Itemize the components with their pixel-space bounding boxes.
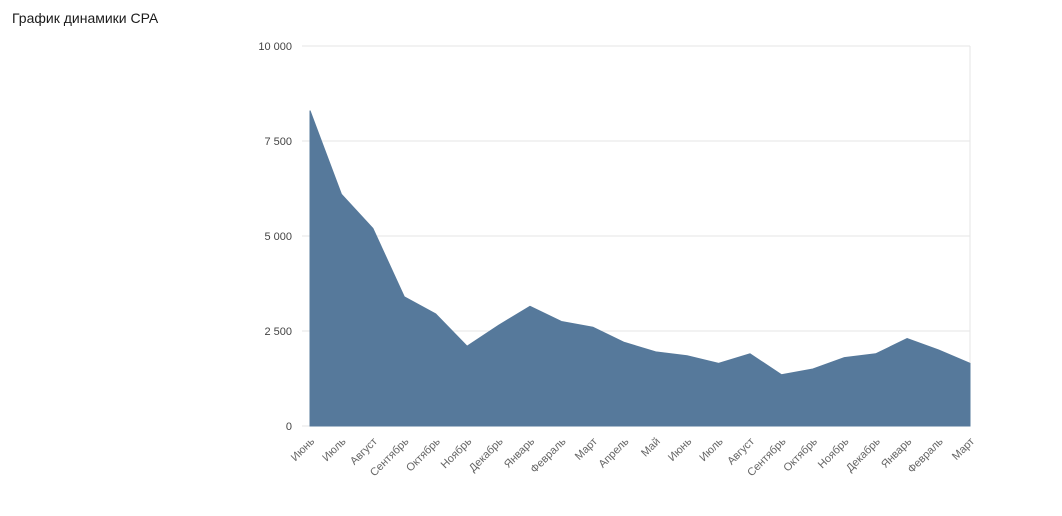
x-axis-tick-label: Октябрь bbox=[781, 435, 820, 474]
x-axis-tick-label: Октябрь bbox=[404, 435, 443, 474]
y-axis-tick-label: 0 bbox=[286, 421, 292, 433]
x-axis-tick-label: Декабрь bbox=[467, 435, 506, 474]
x-axis-tick-label: Май bbox=[639, 436, 663, 460]
x-axis-tick-label: Июль bbox=[697, 435, 726, 464]
y-axis-tick-label: 7 500 bbox=[264, 136, 292, 148]
y-axis-tick-label: 2 500 bbox=[264, 326, 292, 338]
x-axis-tick-label: Апрель bbox=[597, 435, 632, 470]
x-axis-tick-label: Март bbox=[573, 436, 600, 463]
x-axis-tick-label: Июль bbox=[320, 435, 349, 464]
x-axis-tick-label: Июнь bbox=[289, 435, 317, 463]
x-axis-tick-label: Март bbox=[950, 436, 977, 463]
y-axis-tick-label: 10 000 bbox=[258, 41, 292, 53]
x-axis-tick-label: Декабрь bbox=[844, 435, 883, 474]
x-axis-tick-label: Июнь bbox=[666, 435, 694, 463]
chart-title: График динамики CPA bbox=[12, 10, 159, 26]
y-axis-tick-label: 5 000 bbox=[264, 231, 292, 243]
cpa-area-series[interactable] bbox=[309, 110, 971, 427]
